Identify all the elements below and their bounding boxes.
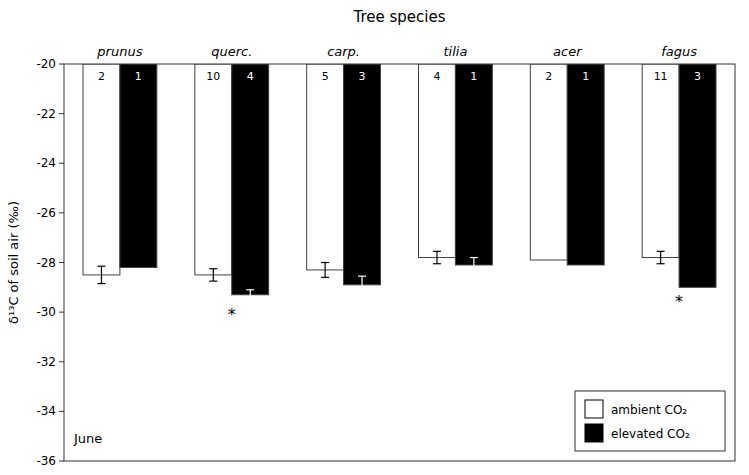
n-label: 3 — [694, 70, 701, 83]
bar — [195, 64, 232, 275]
y-axis-label: δ¹³C of soil air (‰) — [6, 201, 21, 324]
error-stem — [473, 258, 474, 273]
y-tick-label: -34 — [36, 404, 56, 418]
error-stem — [101, 266, 102, 283]
n-label: 11 — [654, 70, 668, 83]
error-cap — [209, 268, 217, 269]
marks — [83, 64, 716, 300]
error-cap — [358, 293, 366, 294]
error-cap — [657, 263, 665, 264]
error-stem — [660, 251, 661, 263]
y-tick-label: -22 — [36, 107, 56, 121]
chart: Tree species prunus querc. carp. tilia acer fa… — [0, 0, 749, 475]
error-cap — [97, 283, 105, 284]
error-bar — [97, 266, 105, 283]
y-tick-label: -30 — [36, 305, 56, 319]
category-label: acer — [553, 44, 583, 59]
n-label: 5 — [322, 70, 329, 83]
legend-box — [575, 391, 725, 451]
error-cap — [433, 251, 441, 252]
error-stem — [436, 251, 437, 263]
bar — [567, 64, 604, 265]
y-tick-label: -32 — [36, 355, 56, 369]
y-tick-label: -20 — [36, 57, 56, 71]
category-label: querc. — [211, 44, 252, 59]
error-bar — [358, 276, 366, 293]
y-tick — [59, 262, 64, 263]
error-bar — [433, 251, 441, 263]
error-bar — [470, 258, 478, 273]
n-label: 3 — [359, 70, 366, 83]
error-stem — [250, 290, 251, 300]
error-bar — [209, 269, 217, 281]
y-tick — [59, 64, 64, 65]
error-cap — [433, 263, 441, 264]
labels: 21054211143113June** — [73, 70, 701, 446]
n-label: 1 — [135, 70, 142, 83]
annotation: June — [73, 431, 102, 446]
y-tick — [59, 212, 64, 213]
y-tick-label: -36 — [36, 454, 56, 468]
n-label: 2 — [98, 70, 105, 83]
error-cap — [321, 277, 329, 278]
annotation: * — [675, 292, 683, 311]
bar — [83, 64, 120, 275]
y-axis: -36 -34 -32 -30 -28 -26 -24 -22 -20 — [36, 57, 64, 468]
y-tick-label: -26 — [36, 206, 56, 220]
error-cap — [246, 299, 254, 300]
title: Tree species — [352, 8, 445, 26]
error-cap — [470, 272, 478, 273]
n-label: 4 — [247, 70, 254, 83]
y-tick — [59, 411, 64, 412]
error-cap — [97, 266, 105, 267]
error-stem — [325, 263, 326, 278]
error-cap — [657, 251, 665, 252]
y-tick — [59, 461, 64, 462]
error-cap — [358, 276, 366, 277]
category-label: prunus — [96, 44, 142, 59]
y-tick — [59, 361, 64, 362]
category-label: tilia — [443, 44, 467, 59]
legend: ambient CO₂ elevated CO₂ — [575, 391, 725, 451]
bar — [232, 64, 269, 295]
bar — [530, 64, 567, 260]
n-label: 4 — [433, 70, 440, 83]
error-stem — [361, 276, 362, 293]
error-bar — [246, 290, 254, 300]
legend-label: elevated CO₂ — [611, 427, 690, 441]
y-tick — [59, 113, 64, 114]
error-cap — [470, 257, 478, 258]
category-label: carp. — [327, 44, 360, 59]
error-cap — [209, 281, 217, 282]
bar — [344, 64, 381, 285]
legend-swatch — [585, 400, 603, 418]
n-label: 1 — [582, 70, 589, 83]
legend-label: ambient CO₂ — [611, 403, 687, 417]
error-bar — [321, 263, 329, 278]
n-label: 1 — [470, 70, 477, 83]
bar — [642, 64, 679, 258]
n-label: 2 — [545, 70, 552, 83]
n-label: 10 — [206, 70, 220, 83]
bar — [120, 64, 157, 267]
annotation: * — [228, 305, 236, 324]
category-label: fagus — [661, 44, 697, 59]
bar — [419, 64, 456, 258]
legend-swatch — [585, 424, 603, 442]
bar — [307, 64, 344, 270]
y-tick — [59, 163, 64, 164]
bar — [679, 64, 716, 287]
bar — [455, 64, 492, 265]
y-tick-label: -24 — [36, 156, 56, 170]
error-bar — [657, 251, 665, 263]
plot-frame — [64, 64, 735, 461]
y-tick — [59, 312, 64, 313]
error-stem — [213, 269, 214, 281]
error-cap — [321, 262, 329, 263]
y-tick-label: -28 — [36, 256, 56, 270]
error-cap — [246, 289, 254, 290]
